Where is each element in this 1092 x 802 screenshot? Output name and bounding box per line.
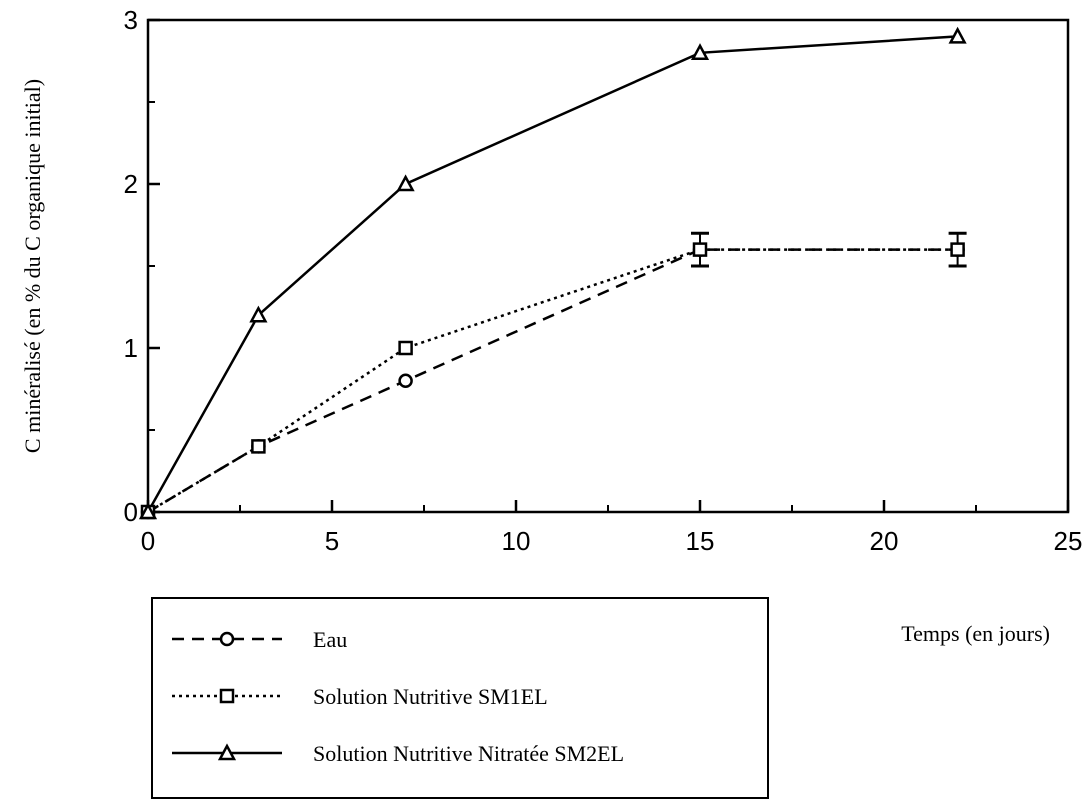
x-tick-label: 0: [141, 526, 155, 556]
legend-label: Solution Nutritive SM1EL: [313, 684, 548, 709]
series-line: [147, 248, 958, 514]
data-point: [948, 26, 967, 44]
series-line: [147, 248, 958, 514]
legend: Eau Solution Nutritive SM1EL Solution Nutr…: [172, 627, 624, 766]
x-tick-label: 25: [1054, 526, 1083, 556]
x-tick-label: 15: [686, 526, 715, 556]
x-axis-ticks: 0 5 10 15 20 25: [141, 500, 1083, 556]
x-tick-label: 10: [502, 526, 531, 556]
legend-marker: [219, 688, 235, 704]
data-point: [138, 502, 158, 520]
x-tick-label: 5: [325, 526, 339, 556]
y-axis-title: C minéralisé (en % du C organique initia…: [20, 79, 45, 453]
data-point: [396, 174, 415, 192]
legend-marker: [219, 631, 235, 647]
legend-box: [151, 597, 769, 799]
legend-label: Eau: [313, 627, 347, 652]
legend-label: Solution Nutritive Nitratée SM2EL: [313, 741, 624, 766]
y-tick-label: 1: [124, 333, 138, 363]
y-tick-label: 0: [124, 497, 138, 527]
legend-marker: [217, 743, 237, 761]
data-point: [251, 439, 266, 454]
data-point: [398, 373, 413, 389]
data-point: [690, 43, 710, 61]
y-tick-label: 3: [124, 5, 138, 35]
series-layer: [138, 26, 967, 520]
data-point: [950, 242, 965, 257]
x-axis-title: Temps (en jours): [901, 621, 1050, 646]
data-point: [692, 242, 708, 257]
y-tick-label: 2: [124, 169, 138, 199]
y-axis-ticks: 0 1 2 3: [124, 5, 160, 527]
data-point: [398, 340, 413, 356]
data-point: [249, 305, 268, 323]
x-tick-label: 20: [870, 526, 899, 556]
